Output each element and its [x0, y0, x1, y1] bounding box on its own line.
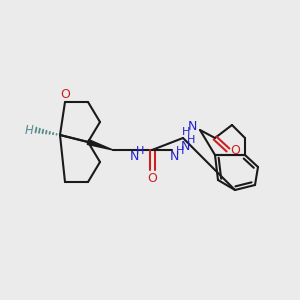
- Text: H: H: [187, 135, 195, 145]
- Text: H: H: [25, 124, 33, 136]
- Text: H: H: [136, 146, 144, 156]
- Text: O: O: [147, 172, 157, 184]
- Text: N: N: [169, 151, 179, 164]
- Text: H: H: [182, 127, 190, 137]
- Text: O: O: [230, 143, 240, 157]
- Text: N: N: [129, 151, 139, 164]
- Text: N: N: [180, 140, 190, 152]
- Text: O: O: [60, 88, 70, 100]
- Text: H: H: [176, 146, 184, 156]
- Text: N: N: [187, 119, 197, 133]
- Polygon shape: [87, 140, 113, 150]
